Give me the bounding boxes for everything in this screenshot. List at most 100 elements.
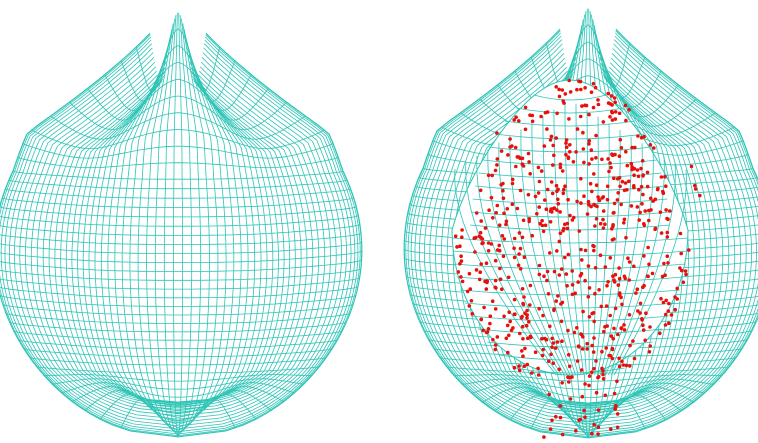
point <box>611 118 615 122</box>
point <box>576 359 580 363</box>
point <box>487 208 491 212</box>
point <box>561 433 565 437</box>
point <box>605 324 609 328</box>
ring <box>136 29 220 92</box>
point <box>577 80 581 84</box>
point <box>495 163 499 167</box>
point <box>605 304 609 308</box>
meridian <box>10 48 179 426</box>
point <box>624 181 628 185</box>
point <box>633 146 637 150</box>
point <box>542 435 546 439</box>
point <box>662 191 666 195</box>
point <box>563 256 567 260</box>
point <box>602 330 606 334</box>
point <box>612 176 616 180</box>
point <box>521 302 525 306</box>
point <box>468 272 472 276</box>
point <box>525 316 529 320</box>
point <box>608 115 612 119</box>
point <box>588 374 592 378</box>
point <box>568 365 572 369</box>
point <box>560 339 564 343</box>
point <box>560 381 564 385</box>
point <box>587 200 591 204</box>
ring <box>88 79 269 120</box>
point <box>484 226 488 230</box>
point <box>552 307 556 311</box>
point <box>535 212 539 216</box>
point <box>540 337 544 341</box>
point <box>620 360 624 364</box>
point <box>458 262 462 266</box>
point <box>534 350 538 354</box>
point <box>666 254 670 258</box>
point <box>660 231 664 235</box>
point <box>471 312 475 316</box>
point <box>506 153 510 157</box>
point <box>528 172 532 176</box>
point <box>487 249 491 253</box>
point <box>646 171 650 175</box>
point <box>482 306 486 310</box>
point <box>601 218 605 222</box>
point <box>612 211 616 215</box>
point <box>527 160 531 164</box>
point <box>551 144 555 148</box>
point <box>469 287 473 291</box>
point <box>531 120 535 124</box>
point <box>622 323 626 327</box>
point <box>618 154 622 158</box>
point <box>520 349 524 353</box>
ring <box>0 242 362 254</box>
point <box>593 224 597 228</box>
point <box>528 303 532 307</box>
point <box>592 245 596 249</box>
ring <box>0 260 362 272</box>
point <box>460 235 464 239</box>
point <box>600 350 604 354</box>
point <box>494 211 498 215</box>
ring <box>0 268 361 280</box>
point <box>546 188 550 192</box>
point <box>648 350 652 354</box>
point <box>640 317 644 321</box>
ring <box>23 348 332 356</box>
point <box>538 180 542 184</box>
point <box>554 299 558 303</box>
point <box>636 287 640 291</box>
point <box>568 150 572 154</box>
point <box>628 344 632 348</box>
point <box>597 425 601 429</box>
point <box>537 166 541 170</box>
point <box>662 262 666 266</box>
point <box>527 193 531 197</box>
point <box>637 175 641 179</box>
point <box>545 279 549 283</box>
ring <box>18 157 339 168</box>
point <box>628 260 632 264</box>
point <box>502 315 506 319</box>
point <box>617 266 621 270</box>
point <box>592 172 596 176</box>
point <box>494 286 498 290</box>
point <box>544 224 548 228</box>
point <box>475 211 479 215</box>
point <box>574 150 578 154</box>
point <box>590 90 594 94</box>
point <box>502 212 506 216</box>
point <box>545 338 549 342</box>
point <box>601 373 605 377</box>
point <box>479 318 483 322</box>
point <box>529 335 533 339</box>
point <box>554 85 558 89</box>
point <box>612 237 616 241</box>
point <box>610 334 614 338</box>
point <box>574 429 578 433</box>
point <box>479 231 483 235</box>
point <box>590 344 594 348</box>
point <box>616 333 620 337</box>
point <box>517 119 521 123</box>
point <box>592 336 596 340</box>
point <box>648 325 652 329</box>
